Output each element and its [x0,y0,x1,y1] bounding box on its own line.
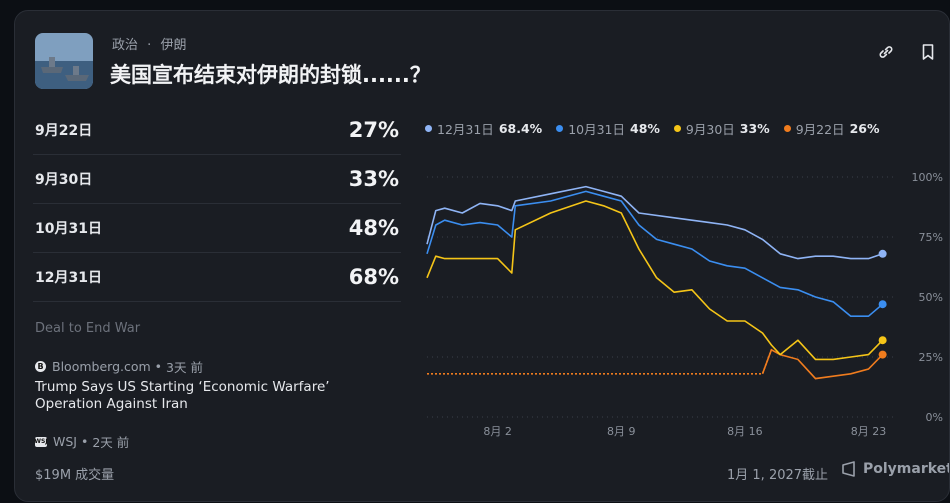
legend-item: 10月31日 48% [556,119,660,138]
link-icon [879,46,893,58]
breadcrumb: 政治 · 伊朗 [112,34,186,53]
outcome-row[interactable]: 9月30日 33% [33,155,401,204]
news-headline[interactable]: Trump Says US Starting ‘Economic Warfare… [35,379,330,412]
polymarket-brand[interactable]: Polymarket [841,461,950,477]
volume-label: $19M 成交量 [35,468,115,483]
series-line [426,190,884,317]
x-tick-label: 8月 16 [727,425,763,438]
legend-value: 68.4% [498,121,543,136]
x-tick-label: 8月 2 [483,425,512,438]
outcome-percent: 48% [348,216,399,240]
outcome-percent: 68% [348,265,399,289]
subcategory-link[interactable]: 伊朗 [160,38,187,53]
outcome-label: 9月30日 [35,172,93,188]
series-endpoint [878,350,887,359]
news-source: B Bloomberg.com • 3天 前 [35,357,203,376]
outcome-label: 10月31日 [35,221,102,237]
bookmark-button[interactable] [917,41,939,63]
series-line [426,185,883,260]
legend-name: 10月31日 [568,122,625,137]
bloomberg-icon: B [35,361,46,372]
legend-name: 12月31日 [437,122,494,137]
series-endpoint [878,336,887,345]
y-tick-label: 100% [912,171,943,184]
news-age: 3天 前 [166,360,203,375]
outcome-row[interactable]: 9月22日 27% [33,106,401,155]
legend-dot [783,125,791,132]
breadcrumb-separator: · [147,38,152,53]
legend-value: 48% [630,121,660,136]
news-source-name: Bloomberg.com [52,359,151,374]
legend-item: 12月31日 68.4% [425,119,542,138]
y-tick-label: 50% [919,291,943,304]
dot-separator: • [80,434,89,449]
market-thumbnail [35,33,93,89]
bookmark-icon [922,44,934,60]
outcome-percent: 33% [348,167,399,191]
y-tick-label: 0% [926,411,943,424]
outcome-row[interactable]: 10月31日 48% [33,204,401,253]
copy-link-button[interactable] [875,41,897,63]
y-tick-label: 25% [919,351,943,364]
series-endpoint [878,249,887,258]
x-tick-label: 8月 9 [607,425,636,438]
series-line [427,349,773,375]
legend-name: 9月22日 [795,122,845,137]
series-line [426,200,884,361]
news-age: 2天 前 [92,435,130,450]
news-source-name: WSJ [53,434,77,449]
legend-value: 26% [849,121,880,136]
news-source: WSJ WSJ • 2天 前 [34,432,130,451]
outcome-row[interactable]: 12月31日 68% [33,253,401,302]
legend-item: 9月30日 33% [673,119,770,138]
legend-dot [425,125,432,132]
chart-legend: 12月31日 68.4% 10月31日 48% 9月30日 33% 9月22日 26% [425,119,893,138]
outcome-list: 9月22日 27% 9月30日 33% 10月31日 48% 12月31日 68… [33,106,401,302]
series-endpoint [878,300,887,309]
polymarket-logo-icon [842,461,855,477]
outcome-percent: 27% [348,118,399,142]
end-date-label: 1月 1, 2027截止 [727,468,829,483]
outcome-label: 9月22日 [35,123,93,139]
series-line [761,348,884,380]
legend-dot [556,125,564,132]
market-card: 政治 · 伊朗 美国宣布结束对伊朗的封锁......？ 9月22日 27% 9月… [14,10,950,502]
dot-separator: • [154,359,163,374]
brand-name: Polymarket [863,461,950,477]
outcome-label: 12月31日 [35,270,102,286]
market-title: 美国宣布结束对伊朗的封锁......？ [110,63,431,87]
x-tick-label: 8月 23 [851,425,887,438]
legend-name: 9月30日 [685,122,735,137]
category-link[interactable]: 政治 [112,38,139,53]
legend-dot [673,125,681,132]
news-headline-faded[interactable]: Deal to End War [35,321,141,336]
wsj-icon: WSJ [34,436,48,447]
legend-item: 9月22日 26% [783,119,880,138]
legend-value: 33% [739,121,770,136]
y-tick-label: 75% [919,231,943,244]
